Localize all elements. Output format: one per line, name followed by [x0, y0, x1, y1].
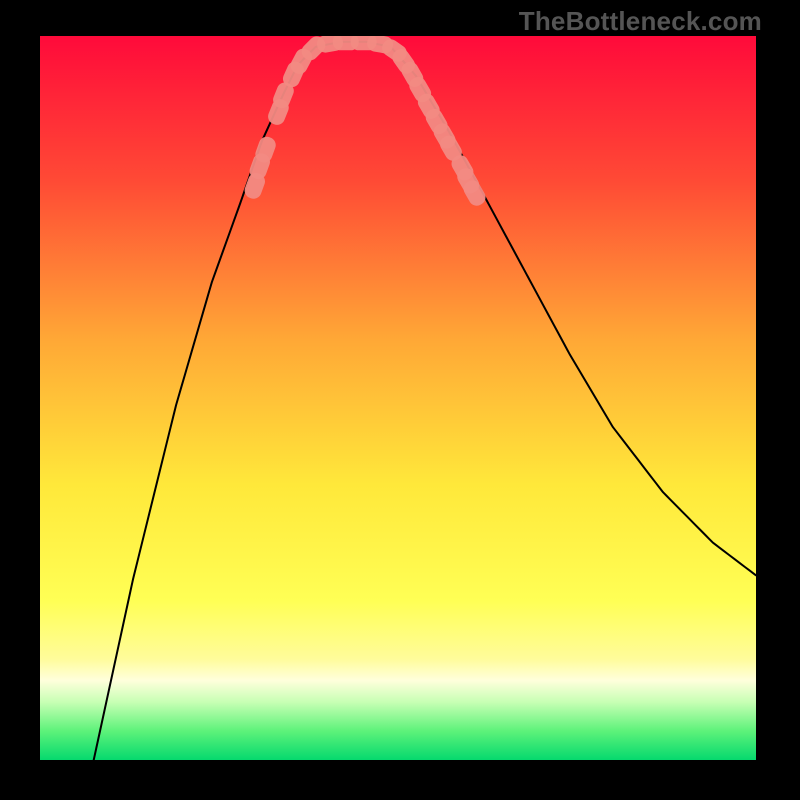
plot-area: [40, 33, 756, 760]
gradient-background: [40, 36, 756, 760]
watermark-text: TheBottleneck.com: [519, 6, 762, 37]
chart-canvas: [0, 0, 800, 800]
chart-root: TheBottleneck.com: [0, 0, 800, 800]
